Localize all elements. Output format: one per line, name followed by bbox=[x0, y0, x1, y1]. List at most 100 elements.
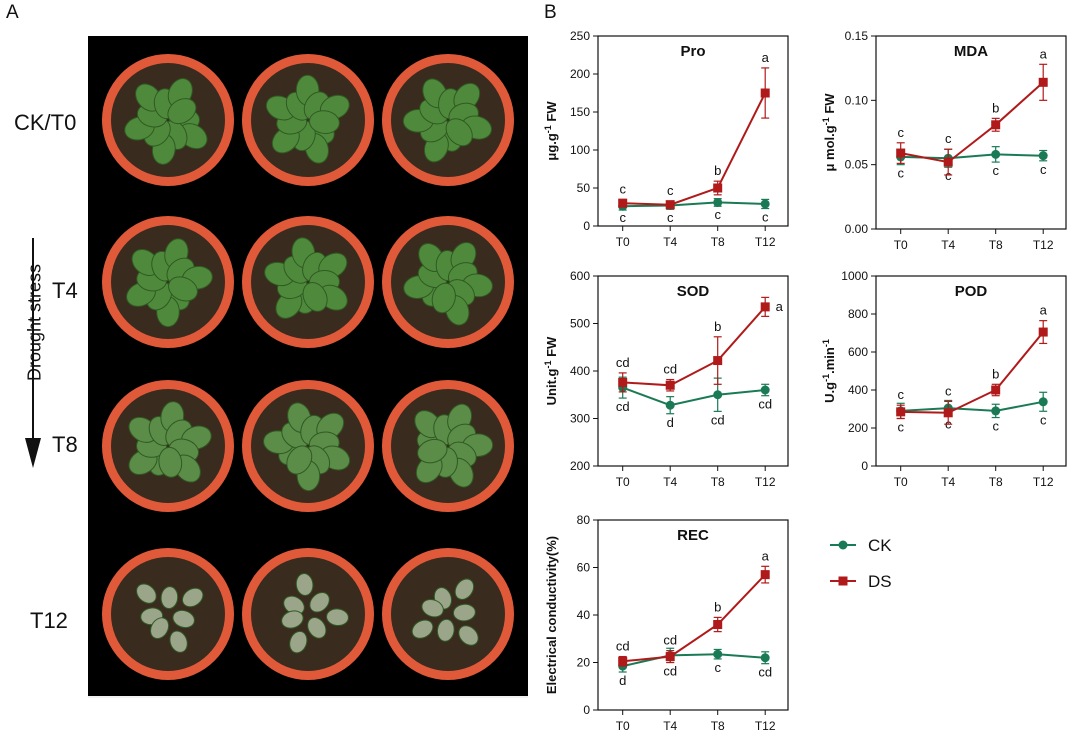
series-line-ck bbox=[622, 653, 766, 668]
y-tick-label: 0 bbox=[861, 459, 868, 473]
x-tick-label: T4 bbox=[941, 475, 955, 489]
x-tick-label: T0 bbox=[616, 475, 630, 489]
significance-letter: c bbox=[619, 210, 626, 225]
data-point-ck bbox=[713, 390, 723, 400]
y-tick-label: 0.10 bbox=[845, 93, 869, 107]
y-tick-label: 0 bbox=[583, 703, 590, 717]
y-tick-label: 1000 bbox=[841, 269, 868, 283]
row-label-t12: T12 bbox=[30, 608, 68, 633]
x-tick-label: T4 bbox=[663, 475, 677, 489]
x-tick-label: T0 bbox=[894, 475, 908, 489]
x-tick-label: T12 bbox=[755, 719, 776, 733]
row-label-t8: T8 bbox=[52, 432, 78, 457]
series-line-ds bbox=[622, 306, 766, 387]
significance-letter: a bbox=[776, 299, 784, 314]
data-point-ds bbox=[896, 407, 906, 417]
y-tick-label: 600 bbox=[570, 269, 590, 283]
series-line-ds bbox=[900, 81, 1044, 164]
data-point-ds bbox=[618, 656, 628, 666]
row-label-t4: T4 bbox=[52, 278, 78, 303]
significance-letter: c bbox=[667, 183, 674, 198]
legend-ck-marker bbox=[838, 540, 848, 550]
significance-letter: a bbox=[1040, 46, 1048, 61]
data-point-ds bbox=[943, 408, 953, 418]
data-point-ds bbox=[1038, 77, 1048, 87]
y-tick-label: 100 bbox=[570, 143, 590, 157]
leaf bbox=[452, 603, 476, 622]
significance-letter: b bbox=[714, 599, 721, 614]
series-line-ds bbox=[622, 573, 766, 663]
series-line-ck bbox=[622, 386, 766, 407]
x-tick-label: T12 bbox=[1033, 475, 1054, 489]
x-tick-label: T0 bbox=[616, 719, 630, 733]
significance-letter: cd bbox=[663, 664, 677, 679]
significance-letter: c bbox=[897, 420, 904, 435]
significance-letter: cd bbox=[758, 665, 772, 680]
soil bbox=[391, 557, 505, 671]
leaf bbox=[289, 630, 308, 654]
photo-row-image bbox=[102, 380, 514, 512]
y-axis-label: Electrical conductivity(%) bbox=[544, 536, 559, 694]
data-point-ds bbox=[991, 120, 1001, 130]
y-tick-label: 150 bbox=[570, 105, 590, 119]
data-point-ds bbox=[713, 356, 723, 366]
significance-letter: c bbox=[897, 166, 904, 181]
leaf bbox=[160, 586, 179, 610]
chart-title: POD bbox=[955, 283, 988, 300]
y-tick-label: 0.15 bbox=[845, 29, 869, 43]
series-line-ck bbox=[900, 400, 1044, 412]
leaf bbox=[286, 445, 313, 475]
leaf bbox=[150, 617, 170, 640]
x-tick-label: T8 bbox=[711, 235, 725, 249]
significance-letter: c bbox=[1040, 162, 1047, 177]
data-point-ds bbox=[896, 148, 906, 158]
chart-title: MDA bbox=[954, 43, 988, 60]
significance-letter: c bbox=[1040, 412, 1047, 427]
leaf bbox=[158, 446, 183, 478]
row-label-ck-t0: CK/T0 bbox=[14, 110, 77, 135]
data-point-ck bbox=[760, 653, 770, 663]
data-point-ds bbox=[760, 88, 770, 98]
y-tick-label: 50 bbox=[577, 181, 591, 195]
significance-letter: b bbox=[992, 100, 999, 115]
photo-row-1 bbox=[88, 36, 528, 206]
x-tick-label: T4 bbox=[663, 235, 677, 249]
leaf bbox=[295, 573, 314, 596]
data-point-ck bbox=[713, 197, 723, 207]
series-line-ck bbox=[622, 201, 766, 208]
significance-letter: c bbox=[992, 163, 999, 178]
y-tick-label: 300 bbox=[570, 412, 590, 426]
drought-arrow-icon bbox=[25, 238, 41, 468]
leaf bbox=[436, 618, 455, 642]
significance-letter: b bbox=[992, 366, 999, 381]
y-tick-label: 40 bbox=[577, 608, 591, 622]
data-point-ck bbox=[991, 149, 1001, 159]
legend-ck-label: CK bbox=[868, 536, 892, 555]
leaf bbox=[302, 281, 328, 312]
data-point-ds bbox=[665, 200, 675, 210]
y-axis-label: μg.g-1 FW bbox=[543, 101, 559, 161]
y-tick-label: 400 bbox=[848, 383, 868, 397]
y-tick-label: 400 bbox=[570, 364, 590, 378]
data-point-ds bbox=[618, 198, 628, 208]
x-tick-label: T8 bbox=[989, 238, 1003, 252]
legend-ds-marker bbox=[838, 576, 848, 586]
significance-letter: a bbox=[762, 548, 770, 563]
y-tick-label: 500 bbox=[570, 317, 590, 331]
leaf bbox=[172, 609, 195, 629]
significance-letter: cd bbox=[616, 355, 630, 370]
data-point-ds bbox=[991, 385, 1001, 395]
leaf bbox=[421, 599, 444, 618]
y-tick-label: 800 bbox=[848, 307, 868, 321]
significance-letter: c bbox=[945, 168, 952, 183]
significance-letter: a bbox=[762, 50, 770, 65]
photo-row-2 bbox=[88, 204, 528, 362]
data-point-ck bbox=[1038, 397, 1048, 407]
y-tick-label: 0.05 bbox=[845, 158, 869, 172]
soil bbox=[111, 557, 225, 671]
plot-frame bbox=[597, 275, 789, 467]
data-point-ds bbox=[713, 620, 723, 629]
photo-row-image bbox=[102, 216, 514, 348]
data-point-ds bbox=[618, 377, 628, 387]
data-point-ds bbox=[760, 302, 770, 312]
